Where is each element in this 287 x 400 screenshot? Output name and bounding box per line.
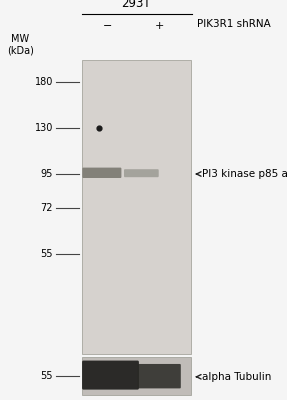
- Text: +: +: [155, 21, 164, 31]
- Bar: [82, 357, 191, 395]
- Text: MW
(kDa): MW (kDa): [7, 34, 34, 56]
- Text: −: −: [103, 21, 112, 31]
- Text: 180: 180: [35, 77, 53, 87]
- Bar: [82, 60, 191, 354]
- Text: 95: 95: [41, 169, 53, 179]
- Text: PIK3R1 shRNA: PIK3R1 shRNA: [197, 19, 270, 29]
- Text: 55: 55: [40, 249, 53, 259]
- Text: alpha Tubulin: alpha Tubulin: [202, 372, 272, 382]
- Text: PI3 kinase p85 alpha: PI3 kinase p85 alpha: [202, 169, 287, 179]
- Text: 130: 130: [35, 123, 53, 133]
- Text: 293T: 293T: [121, 0, 151, 10]
- Text: 55: 55: [40, 371, 53, 381]
- FancyBboxPatch shape: [82, 168, 121, 178]
- FancyBboxPatch shape: [138, 364, 181, 388]
- Text: 72: 72: [40, 203, 53, 213]
- FancyBboxPatch shape: [82, 360, 139, 390]
- Point: [97, 125, 101, 131]
- FancyBboxPatch shape: [124, 169, 159, 177]
